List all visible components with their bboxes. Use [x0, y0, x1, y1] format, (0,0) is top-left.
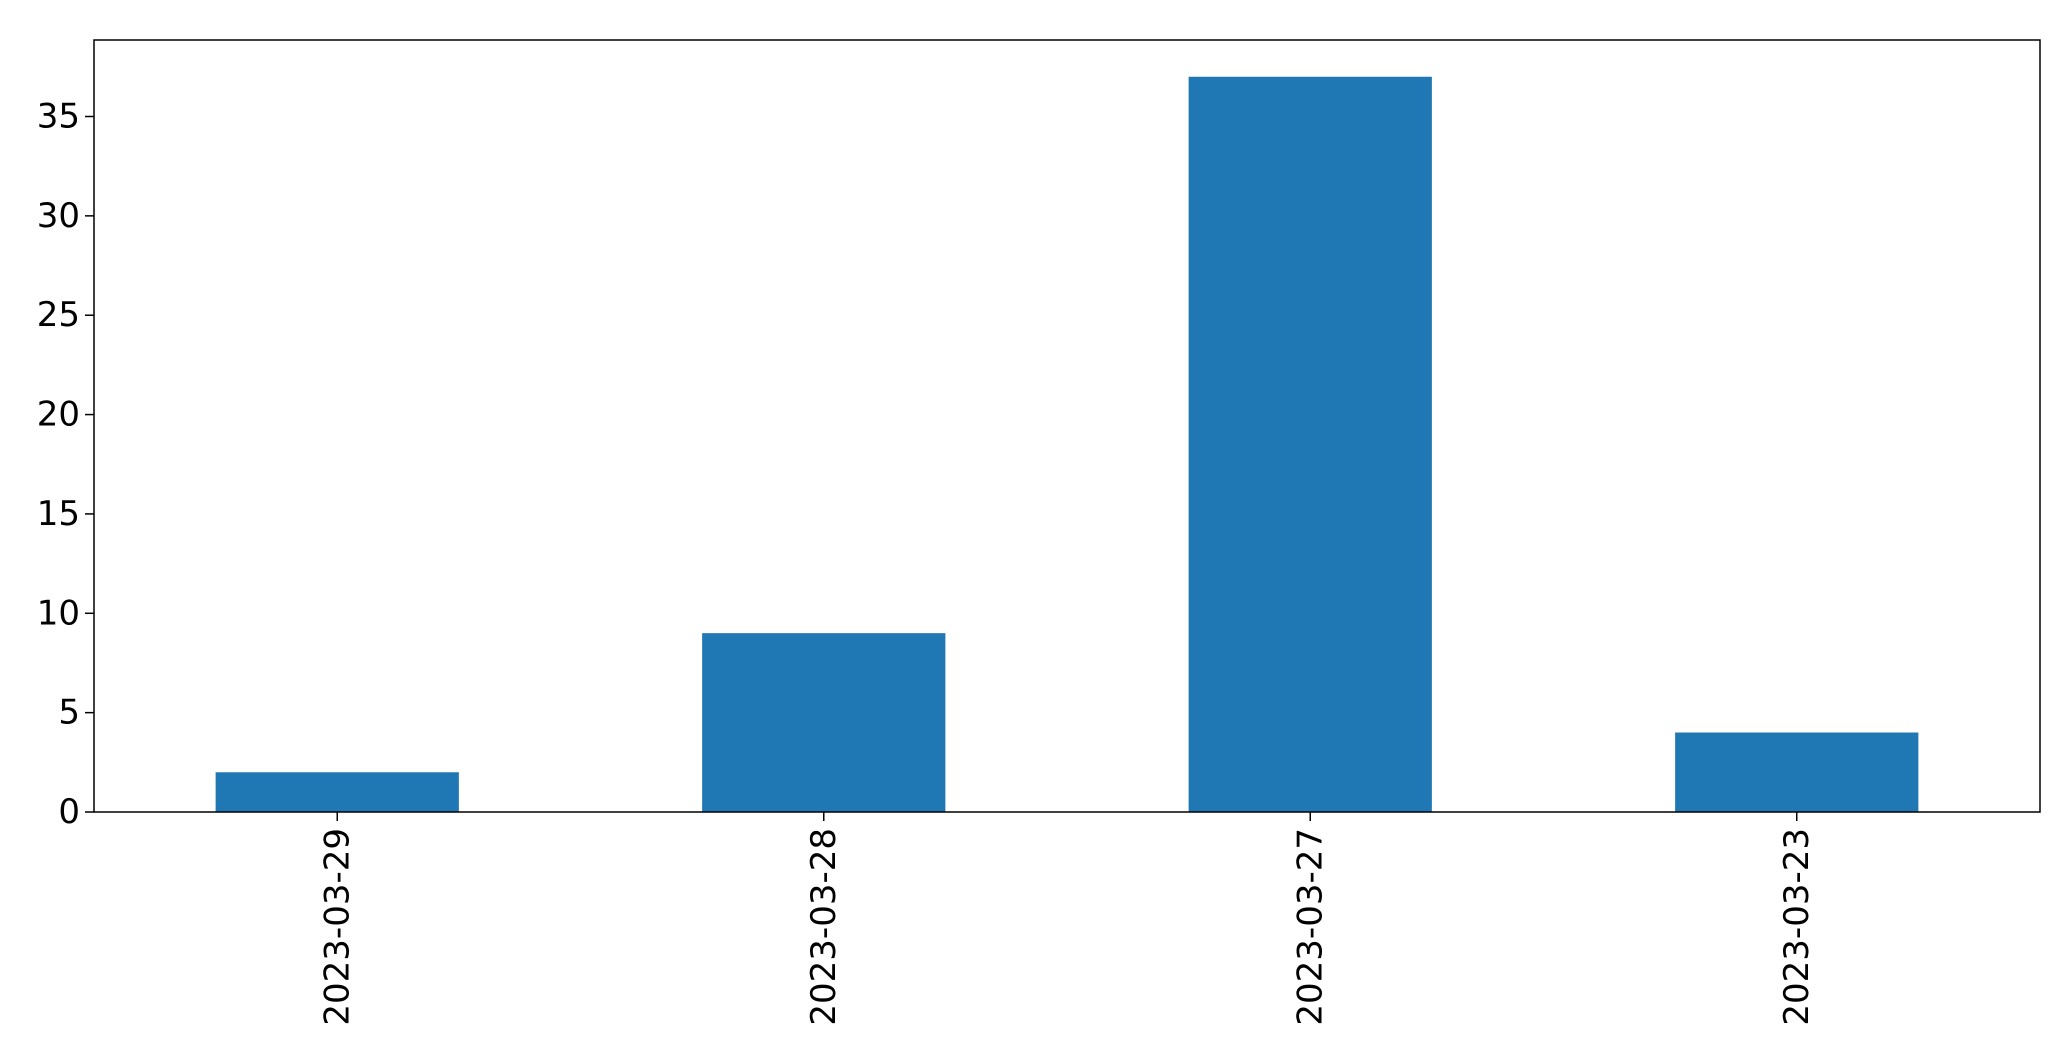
- y-tick-label: 10: [37, 593, 80, 633]
- x-tick-label: 2023-03-23: [1777, 828, 1817, 1026]
- bar-2023-03-23: [1675, 732, 1919, 812]
- y-tick-label: 25: [37, 295, 80, 335]
- bar-2023-03-29: [215, 772, 459, 812]
- y-tick-label: 30: [37, 196, 80, 236]
- x-axis: 2023-03-29 2023-03-28 2023-03-27 2023-03-23: [317, 812, 1817, 1026]
- y-tick-label: 20: [37, 395, 80, 435]
- y-tick-label: 35: [37, 97, 80, 137]
- y-tick-label: 5: [58, 693, 80, 733]
- bars-group: [215, 76, 1919, 812]
- x-tick-label: 2023-03-28: [804, 828, 844, 1026]
- x-tick-label: 2023-03-27: [1290, 828, 1330, 1026]
- x-tick-label: 2023-03-29: [317, 828, 357, 1026]
- axes-frame: [93, 39, 2041, 813]
- y-tick-label: 15: [37, 494, 80, 534]
- y-axis: 0 5 10 15 20 25 30 35: [37, 97, 94, 832]
- bar-2023-03-28: [702, 633, 946, 812]
- y-tick-label: 0: [58, 792, 80, 832]
- bar-2023-03-27: [1188, 76, 1432, 812]
